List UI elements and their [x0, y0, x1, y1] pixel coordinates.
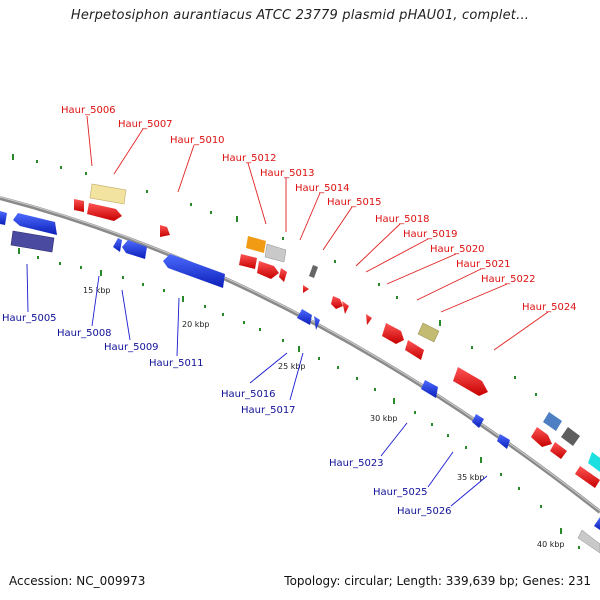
gene-feature[interactable] [160, 225, 170, 237]
gene-label-haur-5024[interactable]: Haur_5024 [522, 302, 577, 313]
gene-label-haur-5019[interactable]: Haur_5019 [403, 229, 458, 240]
gene-feature[interactable] [10, 230, 55, 253]
gene-feature[interactable] [122, 240, 147, 259]
gene-label-haur-5006[interactable]: Haur_5006 [61, 105, 116, 116]
gene-feature[interactable] [314, 316, 320, 330]
gene-feature[interactable] [497, 434, 510, 449]
gene-label-haur-5017[interactable]: Haur_5017 [241, 405, 296, 416]
gene-feature[interactable] [0, 211, 7, 225]
gene-feature[interactable] [331, 296, 343, 309]
scale-label-20kbp: 20 kbp [182, 320, 210, 329]
gene-label-haur-5009[interactable]: Haur_5009 [104, 342, 159, 353]
gene-feature[interactable] [279, 268, 287, 282]
accession-label: Accession: NC_009973 [9, 574, 146, 588]
gene-feature[interactable] [588, 452, 600, 472]
gene-feature[interactable] [246, 236, 266, 253]
gene-feature[interactable] [13, 213, 57, 235]
scale-label-30kbp: 30 kbp [370, 414, 398, 423]
gene-feature[interactable] [577, 529, 600, 554]
gene-feature[interactable] [74, 199, 84, 212]
gene-feature[interactable] [163, 254, 225, 288]
gene-feature[interactable] [453, 367, 488, 396]
scale-label-25kbp: 25 kbp [278, 362, 306, 371]
gene-label-haur-5008[interactable]: Haur_5008 [57, 328, 112, 339]
forward-gene-track [74, 183, 600, 488]
inner-tick-ring [18, 248, 580, 549]
reverse-gene-track [0, 211, 600, 554]
gene-label-haur-5011[interactable]: Haur_5011 [149, 358, 204, 369]
genome-summary-label: Topology: circular; Length: 339,639 bp; … [284, 574, 591, 588]
gene-feature[interactable] [561, 427, 580, 446]
gene-label-haur-5026[interactable]: Haur_5026 [397, 506, 452, 517]
gene-label-haur-5010[interactable]: Haur_5010 [170, 135, 225, 146]
gene-label-haur-5012[interactable]: Haur_5012 [222, 153, 277, 164]
gene-feature[interactable] [297, 309, 312, 325]
gene-label-haur-5015[interactable]: Haur_5015 [327, 197, 382, 208]
genome-backbone-highlight [0, 196, 600, 512]
reverse-label-text: Haur_5005 Haur_5008 Haur_5009 Haur_5011 … [2, 313, 452, 517]
gene-feature[interactable] [264, 243, 287, 263]
gene-feature[interactable] [405, 340, 424, 360]
reverse-label-group [26, 263, 488, 507]
scale-label-35kbp: 35 kbp [457, 473, 485, 482]
gene-feature[interactable] [257, 261, 279, 279]
gene-feature[interactable] [113, 238, 122, 252]
gene-label-haur-5025[interactable]: Haur_5025 [373, 487, 428, 498]
gene-feature[interactable] [550, 442, 567, 459]
forward-label-text: Haur_5006 Haur_5007 Haur_5010 Haur_5012 … [61, 105, 577, 313]
gene-feature[interactable] [531, 427, 552, 447]
map-title: Herpetosiphon aurantiacus ATCC 23779 pla… [70, 8, 530, 23]
gene-feature[interactable] [421, 380, 438, 398]
outer-tick-ring [12, 154, 537, 396]
gene-feature[interactable] [87, 203, 122, 221]
gene-feature[interactable] [594, 517, 600, 530]
gene-label-haur-5016[interactable]: Haur_5016 [221, 389, 276, 400]
gene-feature[interactable] [472, 414, 484, 428]
genome-backbone [0, 196, 600, 514]
gene-label-haur-5018[interactable]: Haur_5018 [375, 214, 430, 225]
gene-label-haur-5020[interactable]: Haur_5020 [430, 244, 485, 255]
scale-label-40kbp: 40 kbp [537, 540, 565, 549]
gene-label-haur-5007[interactable]: Haur_5007 [118, 119, 173, 130]
gene-feature[interactable] [417, 322, 440, 343]
gene-feature[interactable] [309, 265, 318, 278]
gene-feature[interactable] [89, 183, 127, 205]
gene-feature[interactable] [382, 323, 404, 344]
gene-feature[interactable] [575, 466, 600, 488]
gene-feature[interactable] [366, 314, 372, 325]
gene-feature[interactable] [303, 285, 309, 293]
forward-label-group [86, 115, 549, 351]
gene-feature[interactable] [543, 412, 562, 431]
gene-label-haur-5014[interactable]: Haur_5014 [295, 183, 350, 194]
gene-label-haur-5005[interactable]: Haur_5005 [2, 313, 57, 324]
gene-label-haur-5022[interactable]: Haur_5022 [481, 274, 536, 285]
gene-feature[interactable] [342, 301, 349, 314]
gene-feature[interactable] [239, 254, 257, 269]
gene-label-haur-5013[interactable]: Haur_5013 [260, 168, 315, 179]
gene-label-haur-5021[interactable]: Haur_5021 [456, 259, 511, 270]
gene-label-haur-5023[interactable]: Haur_5023 [329, 458, 384, 469]
